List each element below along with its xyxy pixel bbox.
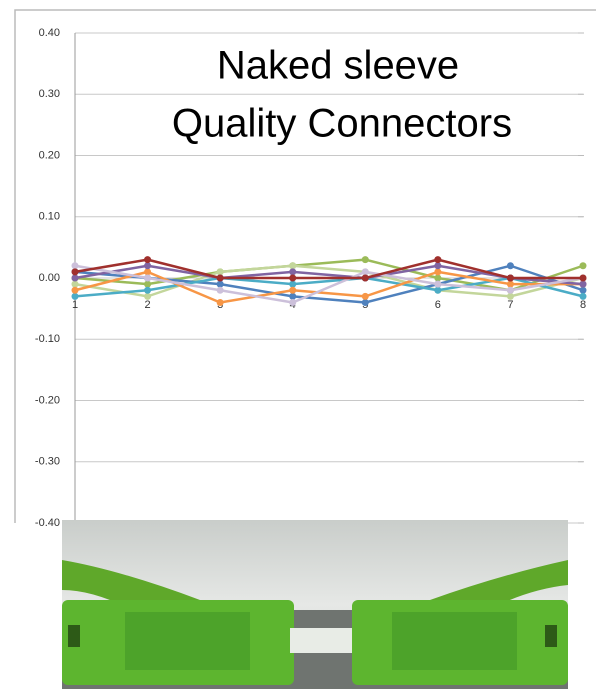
point (217, 287, 224, 294)
point (362, 299, 369, 306)
point (580, 293, 587, 300)
chart: 0.40 0.30 0.20 0.10 0.00 -0.10 -0.20 -0.30 -0.40… (0, 0, 596, 689)
point (362, 256, 369, 263)
point (289, 262, 296, 269)
y-tick-label: 0.40 (39, 27, 60, 39)
y-tick-label: 0.20 (39, 149, 60, 161)
page: {"chart_data": {"type": "line", "annotat… (0, 0, 596, 689)
point (580, 262, 587, 269)
point (144, 293, 151, 300)
point (580, 287, 587, 294)
point (72, 281, 79, 288)
point (144, 275, 151, 282)
x-tick-label: 1 (72, 299, 78, 311)
y-tick-label: -0.20 (35, 394, 60, 406)
point (362, 275, 369, 282)
point (144, 256, 151, 263)
x-tick-label: 6 (435, 299, 441, 311)
point (72, 262, 79, 269)
point (217, 299, 224, 306)
point (289, 287, 296, 294)
point (144, 287, 151, 294)
y-tick-label: 0.00 (39, 272, 60, 284)
y-tick-label: -0.10 (35, 333, 60, 345)
x-tick-label: 7 (507, 299, 513, 311)
point (289, 268, 296, 275)
point (434, 281, 441, 288)
point (362, 293, 369, 300)
point (72, 275, 79, 282)
x-tick-label: 8 (580, 299, 586, 311)
point (507, 281, 514, 288)
point (434, 275, 441, 282)
point (217, 281, 224, 288)
point (144, 268, 151, 275)
point (507, 262, 514, 269)
y-tick-label: -0.30 (35, 456, 60, 468)
point (289, 281, 296, 288)
point (217, 268, 224, 275)
point (507, 293, 514, 300)
point (144, 262, 151, 269)
y-tick-label: 0.30 (39, 88, 60, 100)
y-tick-label: 0.10 (39, 211, 60, 223)
point (72, 293, 79, 300)
point (362, 268, 369, 275)
point (507, 275, 514, 282)
point (580, 275, 587, 282)
annotation: Naked sleeve (217, 44, 459, 88)
x-tick-label: 2 (145, 299, 151, 311)
point (434, 262, 441, 269)
point (72, 287, 79, 294)
y-tick-label: -0.40 (35, 517, 60, 529)
point (144, 281, 151, 288)
point (580, 281, 587, 288)
point (289, 293, 296, 300)
point (217, 275, 224, 282)
point (434, 268, 441, 275)
point (289, 299, 296, 306)
point (434, 256, 441, 263)
point (507, 287, 514, 294)
photo (62, 520, 568, 689)
annotation: Quality Connectors (172, 102, 512, 146)
point (72, 268, 79, 275)
point (434, 287, 441, 294)
point (289, 275, 296, 282)
